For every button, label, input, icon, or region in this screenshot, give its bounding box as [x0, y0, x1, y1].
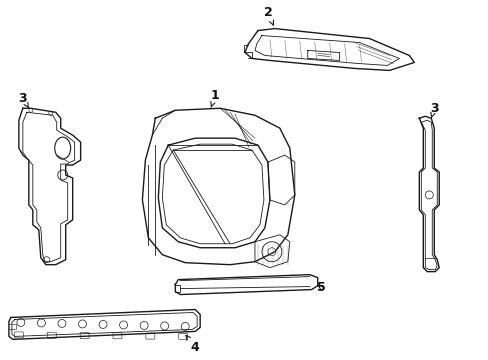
- Text: 2: 2: [263, 6, 273, 25]
- Text: 5: 5: [317, 281, 325, 294]
- Text: 1: 1: [210, 89, 219, 107]
- Text: 4: 4: [185, 335, 199, 354]
- Text: 3: 3: [429, 102, 438, 118]
- Text: 3: 3: [19, 92, 28, 108]
